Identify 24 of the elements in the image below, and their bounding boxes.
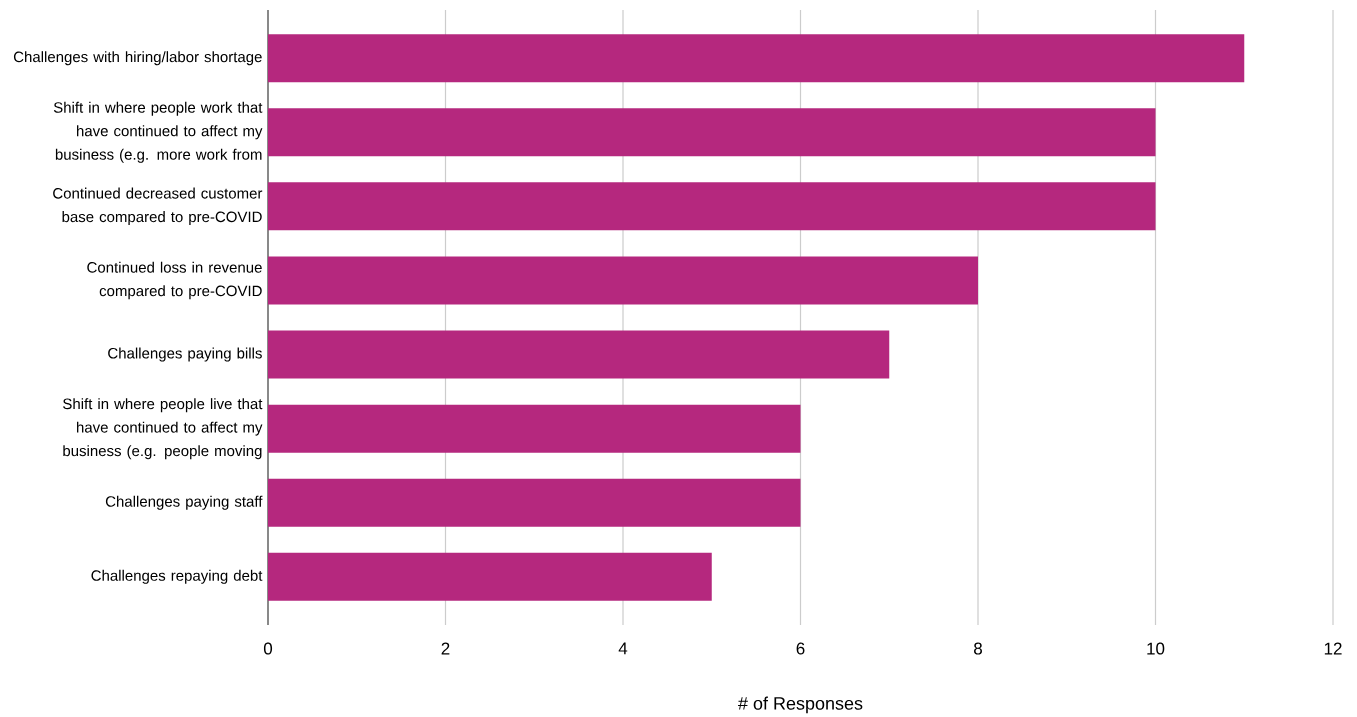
bar <box>268 404 801 453</box>
bar <box>268 108 1156 157</box>
x-tick-label: 2 <box>441 642 450 655</box>
x-tick-label: 12 <box>1324 642 1342 655</box>
bar <box>268 182 1156 231</box>
x-tick-label: 4 <box>618 642 628 655</box>
y-tick-label: Challenges repaying debt <box>91 569 263 584</box>
y-tick-label: Challenges paying staff <box>105 495 263 510</box>
bar <box>268 330 890 379</box>
bar <box>268 256 978 305</box>
y-tick-label: Shift in where people work that have continued to affect my business (e.g. more work from <box>53 101 263 163</box>
bar <box>268 478 801 527</box>
y-tick-label: Continued loss in revenue compared to pre-COVID <box>87 261 262 300</box>
x-tick-label: 8 <box>974 642 982 655</box>
x-axis-title: # of Responses <box>738 696 863 714</box>
y-tick-label: Continued decreased customer base compared to pre-COVID <box>53 187 263 226</box>
x-tick-label: 0 <box>263 642 273 655</box>
bar <box>268 552 712 601</box>
y-tick-label: Challenges with hiring/labor shortage <box>13 51 262 66</box>
x-tick-label: 10 <box>1147 642 1165 655</box>
y-tick-label: Shift in where people live that have continued to affect my business (e.g. people moving <box>63 398 263 460</box>
y-tick-label: Challenges paying bills <box>108 347 262 362</box>
bar <box>268 34 1245 83</box>
x-tick-label: 6 <box>796 642 805 655</box>
